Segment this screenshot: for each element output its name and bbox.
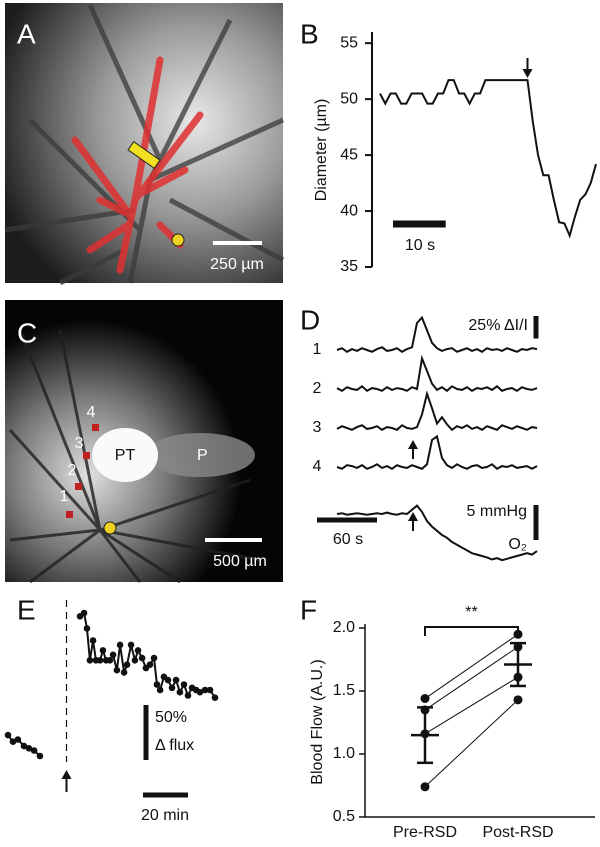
series-label: 1 xyxy=(313,341,322,358)
flux-point xyxy=(99,647,107,654)
flux-point xyxy=(146,661,154,668)
y-tick-label: 45 xyxy=(340,146,358,163)
event-arrowhead xyxy=(408,440,418,449)
event-arrowhead xyxy=(522,69,533,78)
flux-point xyxy=(134,647,142,654)
y-tick-label: 1.0 xyxy=(333,745,355,762)
flux-point xyxy=(172,676,180,684)
flux-point xyxy=(127,641,135,649)
flux-point xyxy=(20,742,28,750)
scale-bar-label: 250 µm xyxy=(210,256,264,273)
flux-point xyxy=(131,657,139,664)
panel-label: F xyxy=(300,594,317,625)
pair-line xyxy=(424,699,519,788)
flux-point xyxy=(123,661,131,668)
panel-label: C xyxy=(17,317,37,348)
series-label: 4 xyxy=(313,458,322,475)
series-label: 2 xyxy=(313,380,322,397)
o2-trace xyxy=(336,504,538,562)
event-arrowhead xyxy=(61,770,72,779)
flux-point xyxy=(211,694,219,701)
flux-point xyxy=(176,688,184,696)
diameter-line xyxy=(379,79,597,239)
flux-point xyxy=(206,686,214,694)
scale-bar-label: 60 s xyxy=(333,531,363,548)
series-label: O₂ xyxy=(508,536,527,553)
flux-line xyxy=(79,611,216,699)
fluorescence-trace xyxy=(336,434,538,471)
image-a: 250 µm A xyxy=(4,3,285,286)
flux-point xyxy=(164,676,172,684)
event-arrowhead xyxy=(408,512,418,521)
flux-point xyxy=(168,684,176,692)
x-tick-label: Post-RSD xyxy=(482,824,553,841)
image-label: P xyxy=(197,447,208,464)
image-label: PT xyxy=(115,447,136,464)
data-point xyxy=(420,694,430,704)
data-point xyxy=(420,782,430,792)
pair-line xyxy=(424,646,519,711)
panel-label: A xyxy=(17,18,36,49)
image-label: 1 xyxy=(60,488,69,505)
scale-bar-label: 25% ΔI/I xyxy=(468,317,528,334)
y-axis-label: Blood Flow (A.U.) xyxy=(309,659,326,784)
image-label: 3 xyxy=(75,435,84,452)
flux-point xyxy=(106,657,114,664)
flux-point xyxy=(83,625,91,632)
panel-label: E xyxy=(17,594,36,625)
flux-point xyxy=(96,657,104,664)
y-tick-label: 0.5 xyxy=(333,808,355,825)
flux-point xyxy=(184,692,192,699)
flux-point xyxy=(109,651,117,659)
flux-point xyxy=(201,686,209,694)
scale-bar-label: 20 min xyxy=(141,807,189,824)
fluorescence-trace xyxy=(336,390,538,432)
flux-point xyxy=(196,688,204,696)
pair-line xyxy=(424,633,519,699)
flux-point xyxy=(14,736,22,743)
flux-point xyxy=(156,686,164,694)
y-tick-label: 1.5 xyxy=(333,682,355,699)
flux-point xyxy=(4,731,12,739)
y-tick-label: 55 xyxy=(340,34,358,51)
y-axis-label: Diameter (µm) xyxy=(313,99,330,202)
scale-bar-label: 10 s xyxy=(405,237,435,254)
y-tick-label: 40 xyxy=(340,202,358,219)
image-c: PT P 1 2 3 4 500 µm C xyxy=(5,300,283,584)
flux-point xyxy=(9,738,17,745)
significance-bracket xyxy=(424,626,519,636)
flux-point xyxy=(36,752,44,760)
flux-point xyxy=(89,637,97,644)
flux-point xyxy=(116,641,124,649)
flux-point xyxy=(138,654,146,662)
panel-label: D xyxy=(300,304,320,335)
data-point xyxy=(513,695,523,705)
fluorescence-trace xyxy=(336,354,538,393)
scale-bar-caption: Δ flux xyxy=(155,737,194,754)
x-tick-label: Pre-RSD xyxy=(393,824,457,841)
image-label: 2 xyxy=(68,462,77,479)
flux-point xyxy=(150,654,158,662)
image-label: 4 xyxy=(87,404,96,421)
significance-label: ** xyxy=(465,604,477,621)
flux-point xyxy=(86,657,94,664)
y-tick-label: 35 xyxy=(340,258,358,275)
y-tick-label: 50 xyxy=(340,90,358,107)
scale-bar-label: 500 µm xyxy=(213,553,267,570)
scale-bar-label: 50% xyxy=(155,709,187,726)
flux-point xyxy=(120,669,128,676)
panel-label: B xyxy=(300,18,319,49)
scale-bar-label: 5 mmHg xyxy=(467,503,527,520)
series-label: 3 xyxy=(313,419,322,436)
y-tick-label: 2.0 xyxy=(333,619,355,636)
flux-point xyxy=(153,681,161,688)
flux-point xyxy=(25,745,33,752)
flux-point xyxy=(80,609,88,617)
flux-point xyxy=(30,747,38,754)
flux-point xyxy=(113,666,121,674)
flux-point xyxy=(180,681,188,688)
fluorescence-trace xyxy=(336,315,538,353)
pair-line xyxy=(424,676,519,735)
